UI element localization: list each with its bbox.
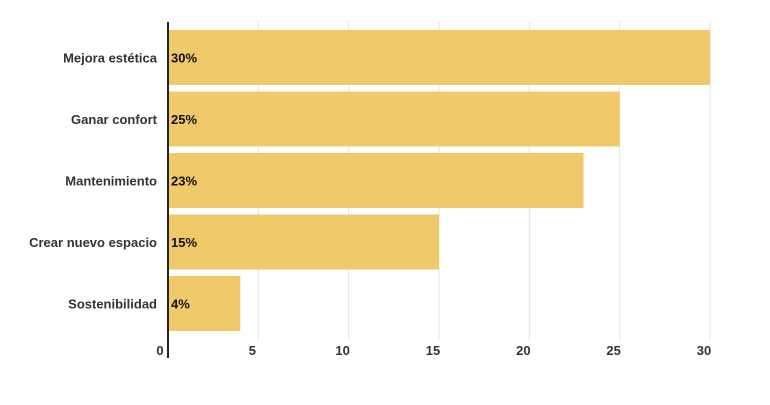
x-tick-label-0: 0 [156,343,163,358]
value-label-0: 30% [171,51,197,66]
value-label-1: 25% [171,112,197,127]
x-tick-label-25: 25 [606,343,620,358]
value-label-2: 23% [171,174,197,189]
bar-2 [168,153,584,208]
x-tick-label-30: 30 [697,343,711,358]
x-tick-label-5: 5 [249,343,256,358]
category-label-0: Mejora estética [63,51,158,66]
bar-0 [168,30,710,85]
category-label-1: Ganar confort [71,112,158,127]
value-label-4: 4% [171,297,190,312]
category-label-4: Sostenibilidad [68,297,157,312]
bar-4 [168,276,241,331]
category-label-3: Crear nuevo espacio [29,235,157,250]
bar-3 [168,214,439,270]
x-tick-label-20: 20 [516,343,530,358]
value-label-3: 15% [171,235,197,250]
labels: 0 5 10 15 20 25 30 Mejora estética 30% Ganar conf… [29,51,711,359]
x-tick-label-10: 10 [335,343,349,358]
x-tick-label-15: 15 [426,343,440,358]
category-label-2: Mantenimiento [65,174,157,189]
bar-1 [168,91,620,147]
bars [168,30,710,331]
